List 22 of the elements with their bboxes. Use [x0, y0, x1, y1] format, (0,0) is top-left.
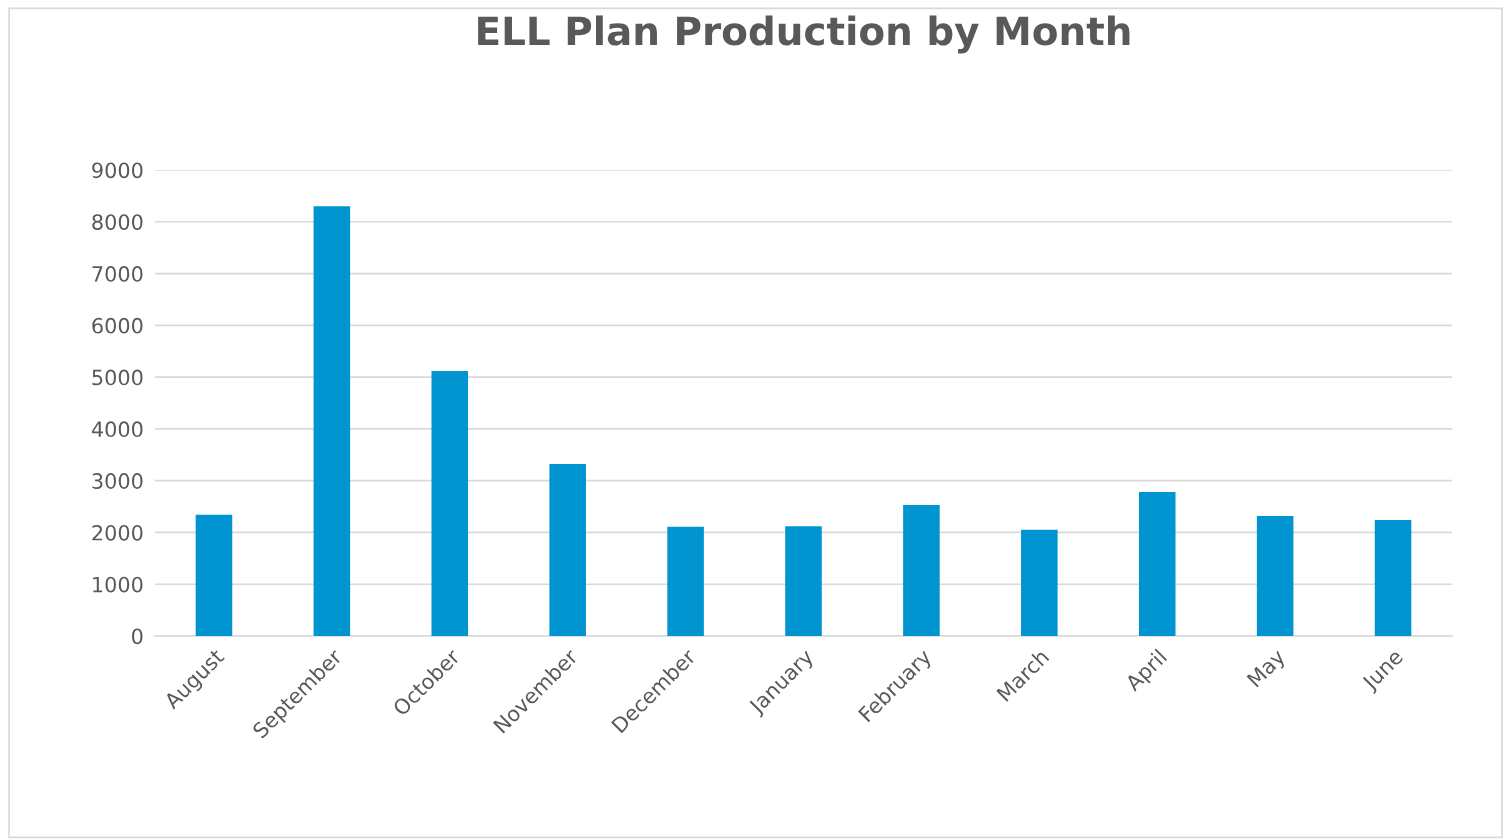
bar: [1256, 515, 1294, 636]
bar: [785, 526, 822, 636]
bar: [667, 526, 704, 636]
bar: [195, 514, 233, 636]
y-tick-label: 2000: [92, 524, 143, 541]
bar: [313, 206, 351, 636]
chart-title: ELL Plan Production by Month: [478, 15, 1130, 54]
bar: [1138, 492, 1176, 636]
bar: [431, 370, 469, 636]
bar: [549, 464, 586, 636]
bar: [1374, 520, 1412, 636]
bar: [903, 505, 940, 636]
y-tick-label: 1000: [93, 576, 143, 593]
y-tick-label: 9000: [92, 162, 143, 179]
y-tick-label: 7000: [92, 266, 143, 282]
bar: [1021, 529, 1058, 636]
y-tick-label: 8000: [92, 214, 143, 230]
y-tick-label: 5000: [92, 369, 143, 386]
y-tick-label: 3000: [92, 473, 143, 489]
y-tick-label: 6000: [92, 317, 143, 334]
y-tick-label: 0: [132, 628, 143, 645]
y-tick-label: 4000: [91, 421, 143, 438]
